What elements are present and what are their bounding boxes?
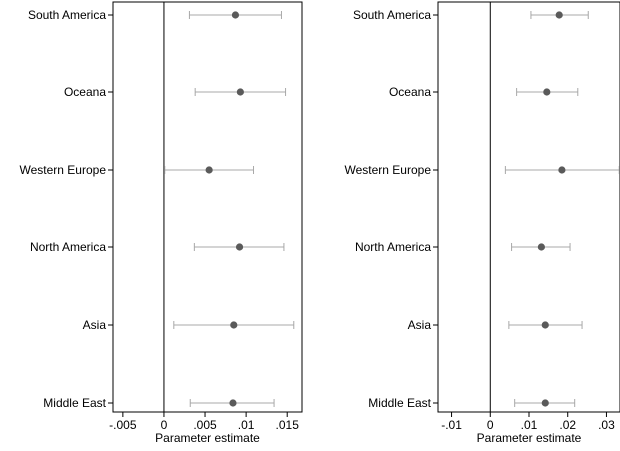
x-tick-label: 0 [161, 418, 168, 432]
y-tick-label: Western Europe [345, 163, 432, 177]
x-tick-label: .005 [193, 418, 217, 432]
x-axis-label: Parameter estimate [155, 431, 260, 445]
estimate-point [230, 321, 238, 329]
y-tick-label: Western Europe [20, 163, 107, 177]
left-forest-plot: South America Oceana Western Europe North A… [20, 1, 303, 445]
estimate-point [537, 243, 545, 251]
estimate-point [541, 321, 549, 329]
estimate-point [236, 88, 244, 96]
estimate-point [205, 166, 213, 174]
estimate-point [231, 11, 240, 19]
estimate-point [541, 399, 549, 407]
y-tick-label: Asia [83, 318, 107, 332]
estimate-point [558, 166, 566, 174]
y-tick-label: Oceana [389, 85, 431, 99]
estimate-point [235, 243, 244, 251]
plot-frame [112, 1, 303, 413]
estimate-point [229, 399, 237, 407]
x-tick-label: .02 [559, 418, 576, 432]
y-tick-label: South America [28, 8, 106, 22]
right-forest-plot: South America Oceana Western Europe North A… [345, 1, 620, 445]
y-tick-label: Asia [408, 318, 432, 332]
y-tick-label: Middle East [368, 396, 431, 410]
x-tick-label: -.01 [441, 418, 462, 432]
x-tick-label: .03 [598, 418, 615, 432]
x-tick-label: 0 [487, 418, 494, 432]
y-tick-label: Middle East [43, 396, 106, 410]
x-tick-label: -.005 [109, 418, 137, 432]
y-tick-label: South America [353, 8, 431, 22]
y-tick-label: North America [30, 240, 106, 254]
x-axis-label: Parameter estimate [477, 431, 582, 445]
x-tick-label: .01 [238, 418, 255, 432]
plot-frame [437, 1, 620, 413]
estimate-point [555, 11, 563, 19]
estimate-point [543, 88, 551, 96]
x-tick-label: .015 [276, 418, 300, 432]
y-tick-label: Oceana [64, 85, 106, 99]
y-tick-label: North America [355, 240, 431, 254]
x-tick-label: .01 [521, 418, 538, 432]
